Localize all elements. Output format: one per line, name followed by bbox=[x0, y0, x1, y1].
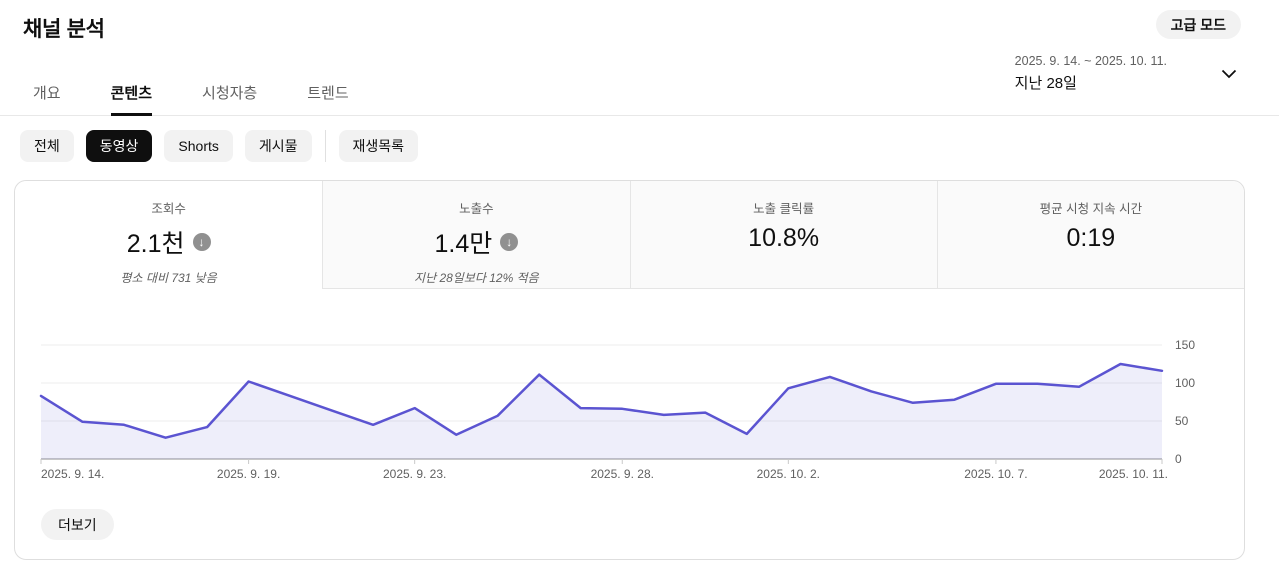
x-axis-tick-label: 2025. 10. 7. bbox=[964, 467, 1027, 481]
filter-chip-shorts[interactable]: Shorts bbox=[164, 130, 233, 162]
metric-value-row: 10.8% bbox=[748, 224, 819, 253]
chevron-down-icon bbox=[1221, 69, 1237, 78]
x-axis-tick-label: 2025. 9. 28. bbox=[591, 467, 654, 481]
metric-tab-avg-view-duration[interactable]: 평균 시청 지속 시간 0:19 bbox=[936, 181, 1244, 289]
y-axis-tick-label: 100 bbox=[1175, 376, 1195, 390]
date-preset-text: 지난 28일 bbox=[1014, 75, 1077, 92]
tab-audience[interactable]: 시청자층 bbox=[202, 85, 258, 102]
metric-label: 노출 클릭률 bbox=[753, 202, 815, 216]
x-axis-tick-label: 2025. 10. 11. bbox=[1099, 467, 1168, 481]
date-range-text: 2025. 9. 14. ~ 2025. 10. 11. bbox=[1014, 54, 1167, 68]
tab-content[interactable]: 콘텐츠 bbox=[99, 70, 164, 116]
metric-value-row: 2.1천 ↓ bbox=[127, 224, 211, 260]
analytics-card: 조회수 2.1천 ↓ 평소 대비 731 낮음 노출수 1.4만 ↓ 지난 28일보다 12%… bbox=[14, 180, 1245, 560]
views-chart[interactable]: 0 50 100 150 2025. 9. 14. 2025. 9. 19. 2025. 9… bbox=[15, 331, 1244, 506]
content-type-filters: 전체 동영상 Shorts 게시물 재생목록 bbox=[20, 130, 419, 162]
metric-value-row: 0:19 bbox=[1067, 224, 1116, 253]
filter-chip-videos[interactable]: 동영상 bbox=[85, 130, 153, 162]
metric-value-row: 1.4만 ↓ bbox=[434, 224, 519, 260]
metric-label: 조회수 bbox=[151, 202, 186, 216]
metric-label: 노출수 bbox=[459, 202, 494, 216]
date-range-selector[interactable]: 2025. 9. 14. ~ 2025. 10. 11. 지난 28일 bbox=[1015, 54, 1237, 93]
filter-chip-all[interactable]: 전체 bbox=[20, 130, 74, 162]
metric-value: 0:19 bbox=[1066, 224, 1116, 252]
metric-tab-impressions[interactable]: 노출수 1.4만 ↓ 지난 28일보다 12% 적음 bbox=[322, 181, 630, 289]
analytics-tabs: 개요 콘텐츠 시청자층 트렌드 bbox=[0, 70, 1279, 116]
metric-label: 평균 시청 지속 시간 bbox=[1039, 202, 1143, 216]
views-line bbox=[39, 362, 1164, 439]
metric-value: 1.4만 bbox=[434, 230, 493, 258]
trend-down-icon: ↓ bbox=[500, 233, 519, 251]
chip-divider bbox=[324, 130, 326, 162]
metric-subtitle: 지난 28일보다 12% 적음 bbox=[414, 271, 539, 285]
y-axis-tick-label: 50 bbox=[1175, 414, 1189, 428]
advanced-mode-button[interactable]: 고급 모드 bbox=[1155, 10, 1241, 39]
chart-area: 0 50 100 150 2025. 9. 14. 2025. 9. 19. 2025. 9… bbox=[15, 331, 1244, 506]
trend-down-icon: ↓ bbox=[192, 233, 211, 251]
tab-trends[interactable]: 트렌드 bbox=[307, 85, 349, 102]
filter-chip-posts[interactable]: 게시물 bbox=[244, 130, 312, 162]
x-axis-tick-label: 2025. 9. 19. bbox=[217, 467, 280, 481]
metric-tabs-row: 조회수 2.1천 ↓ 평소 대비 731 낮음 노출수 1.4만 ↓ 지난 28일보다 12%… bbox=[15, 181, 1244, 289]
metric-tab-views[interactable]: 조회수 2.1천 ↓ 평소 대비 731 낮음 bbox=[15, 181, 323, 289]
tab-overview[interactable]: 개요 bbox=[33, 85, 61, 102]
x-axis-tick-label: 2025. 9. 23. bbox=[383, 467, 446, 481]
date-range-texts: 2025. 9. 14. ~ 2025. 10. 11. 지난 28일 bbox=[1015, 54, 1167, 93]
metric-tab-impressions-ctr[interactable]: 노출 클릭률 10.8% bbox=[629, 181, 937, 289]
x-axis-tick-label: 2025. 9. 14. bbox=[41, 467, 104, 481]
metric-subtitle: 평소 대비 731 낮음 bbox=[120, 271, 217, 285]
y-axis-tick-label: 150 bbox=[1175, 338, 1195, 352]
page-title: 채널 분석 bbox=[23, 18, 105, 41]
see-more-button[interactable]: 더보기 bbox=[41, 509, 114, 540]
filter-chip-playlists[interactable]: 재생목록 bbox=[338, 130, 419, 162]
metric-value: 2.1천 bbox=[126, 230, 185, 258]
y-axis-tick-label: 0 bbox=[1175, 452, 1182, 466]
x-axis-tick-label: 2025. 10. 2. bbox=[757, 467, 820, 481]
views-area-fill bbox=[41, 364, 1162, 459]
metric-value: 10.8% bbox=[748, 224, 820, 252]
